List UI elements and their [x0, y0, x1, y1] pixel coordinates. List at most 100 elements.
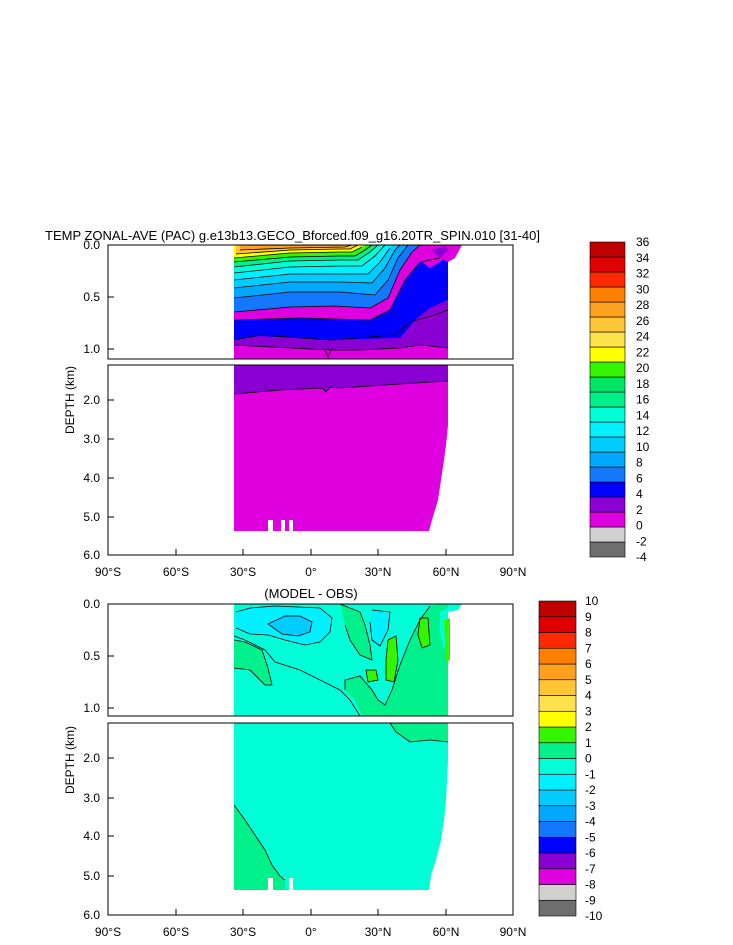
colorbar-label: -9: [585, 893, 596, 907]
colorbar-label: 32: [636, 267, 650, 281]
diff-upper-fill: [234, 604, 462, 716]
diff-x-ticks: 90°S 60°S 30°S 0° 30°N 60°N 90°N: [95, 925, 526, 939]
y-tick-label: 5.0: [83, 510, 100, 524]
colorbar-label: -8: [585, 878, 596, 892]
colorbar-label: -3: [585, 799, 596, 813]
colorbar-swatch: [538, 899, 577, 917]
colorbar-swatch: [538, 616, 577, 633]
colorbar-label: -2: [585, 783, 596, 797]
colorbar-swatch: [589, 526, 626, 543]
x-tick-label: 90°S: [95, 925, 121, 939]
temp-upper-frame: [107, 244, 514, 360]
y-tick-label: 2.0: [83, 393, 100, 407]
colorbar-swatch: [589, 541, 626, 558]
colorbar-swatch: [538, 632, 577, 649]
colorbar-label: -4: [636, 550, 647, 564]
x-tick-label: 60°N: [433, 565, 460, 579]
diff-title: (MODEL - OBS): [264, 586, 357, 601]
colorbar-swatch: [589, 406, 626, 423]
diff-upper-contours: [233, 604, 448, 716]
colorbar-label: 0: [585, 752, 592, 766]
colorbar-label: 26: [636, 314, 650, 328]
colorbar-label: -6: [585, 846, 596, 860]
colorbar-swatch: [538, 773, 577, 791]
colorbar-swatch: [538, 789, 577, 807]
colorbar-swatch: [589, 346, 626, 363]
colorbar-label: -2: [636, 534, 647, 548]
colorbar-label: 5: [585, 673, 592, 687]
colorbar-swatch: [589, 301, 626, 318]
colorbar-label: 34: [636, 251, 650, 265]
colorbar-swatch: [589, 466, 626, 483]
colorbar-label: 28: [636, 298, 650, 312]
x-tick-label: 60°S: [163, 565, 189, 579]
colorbar-swatch: [538, 836, 577, 854]
colorbar-label: 4: [585, 689, 592, 703]
x-tick-label: 90°S: [95, 565, 121, 579]
colorbar-label: -5: [585, 830, 596, 844]
colorbar-swatch: [538, 868, 577, 885]
colorbar-label: 16: [636, 393, 650, 407]
colorbar-label: 2: [636, 503, 643, 517]
y-tick-label: 6.0: [83, 908, 100, 922]
x-tick-label: 30°S: [230, 925, 256, 939]
colorbar-label: 22: [636, 345, 650, 359]
y-tick-label: 4.0: [83, 829, 100, 843]
x-tick-label: 90°N: [500, 565, 527, 579]
colorbar-label: 6: [585, 657, 592, 671]
colorbar-swatch: [589, 376, 626, 393]
y-tick-label: 2.0: [83, 751, 100, 765]
y-axis-label: DEPTH (km): [63, 366, 77, 434]
colorbar-label: 8: [636, 456, 643, 470]
colorbar-label: 6: [636, 471, 643, 485]
colorbar-label: 7: [585, 641, 592, 655]
y-tick-label: 3.0: [83, 432, 100, 446]
colorbar-label: 12: [636, 424, 650, 438]
y-tick-label: 3.0: [83, 791, 100, 805]
colorbar-swatch: [589, 421, 626, 438]
diff-y-ticks: 0.0 0.5 1.0 2.0 3.0 4.0 5.0 6.0: [83, 597, 100, 922]
colorbar-swatch: [589, 361, 626, 378]
colorbar-label: 24: [636, 330, 650, 344]
temp-y-ticks: 0.0 0.5 1.0 2.0 3.0 4.0 5.0 6.0: [83, 238, 100, 562]
colorbar-label: -4: [585, 815, 596, 829]
colorbar-swatch: [538, 805, 577, 822]
temp-upper-fill: [234, 245, 462, 359]
colorbar-swatch: [538, 821, 577, 838]
colorbar-swatch: [589, 391, 626, 408]
x-tick-label: 30°S: [230, 565, 256, 579]
y-tick-label: 1.0: [83, 701, 100, 715]
colorbar-swatch: [538, 647, 577, 665]
colorbar-label: -1: [585, 767, 596, 781]
colorbar-label: 36: [636, 235, 650, 249]
temp-lower-fill: [234, 365, 448, 531]
colorbar-label: 2: [585, 720, 592, 734]
colorbar-swatch: [589, 331, 626, 348]
temp-lower-contours: [233, 380, 449, 395]
colorbar-swatch: [589, 241, 626, 258]
colorbar-swatch: [538, 726, 577, 744]
y-tick-label: 0.5: [83, 649, 100, 663]
y-tick-label: 1.0: [83, 342, 100, 356]
colorbar-swatch: [589, 286, 626, 303]
colorbar-swatch: [538, 852, 577, 870]
y-tick-label: 0.5: [83, 290, 100, 304]
x-tick-label: 90°N: [500, 925, 527, 939]
colorbar-swatch: [589, 481, 626, 498]
y-axis-label: DEPTH (km): [63, 726, 77, 794]
temp-x-ticks: 90°S 60°S 30°S 0° 30°N 60°N 90°N: [95, 565, 526, 579]
colorbar-label: 20: [636, 361, 650, 375]
colorbar-swatch: [538, 710, 577, 728]
y-tick-label: 0.0: [83, 238, 100, 252]
x-tick-label: 0°: [305, 925, 317, 939]
colorbar-label: -10: [585, 909, 603, 923]
x-tick-label: 0°: [305, 565, 317, 579]
x-tick-label: 60°S: [163, 925, 189, 939]
colorbar-label: -7: [585, 862, 596, 876]
x-tick-label: 30°N: [365, 925, 392, 939]
colorbar-label: 18: [636, 377, 650, 391]
y-tick-label: 5.0: [83, 869, 100, 883]
colorbar-label: 0: [636, 519, 643, 533]
